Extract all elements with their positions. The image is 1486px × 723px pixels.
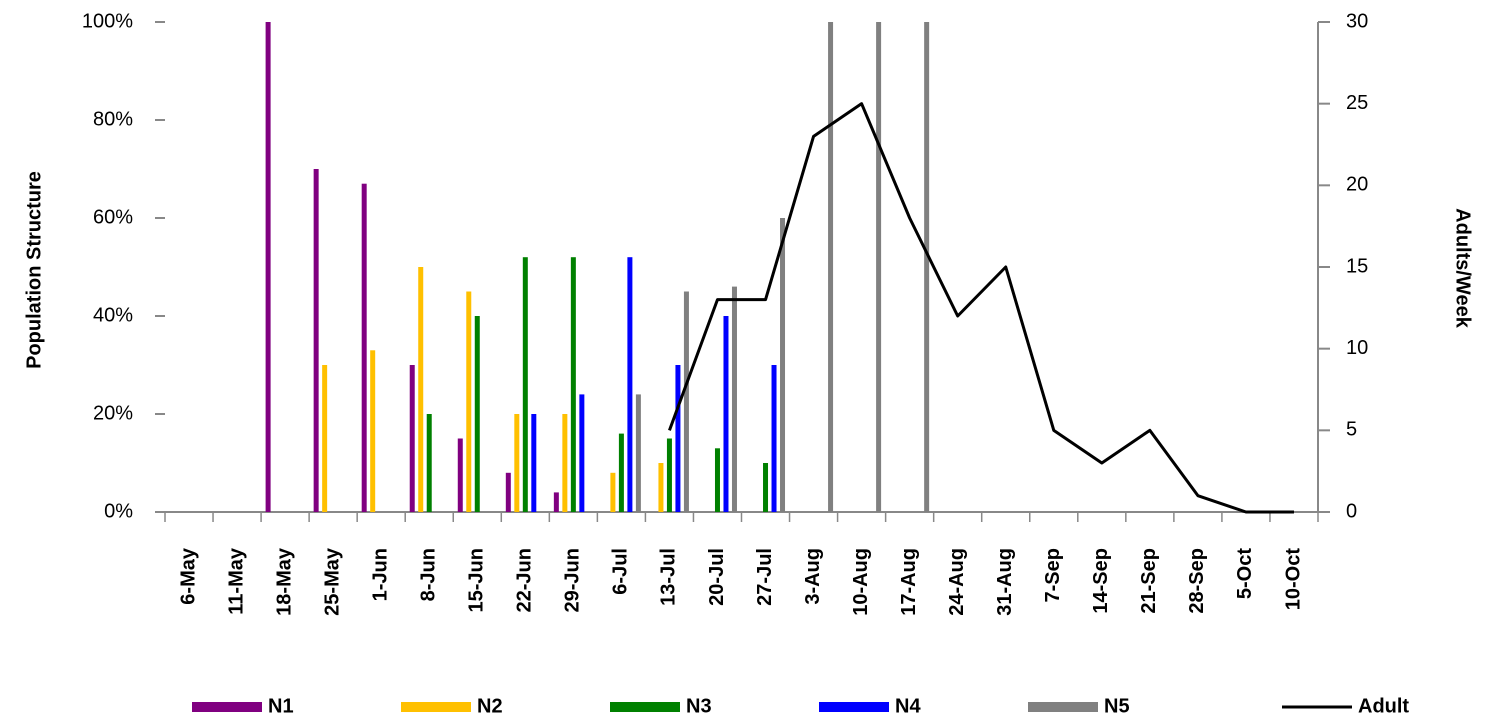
bar — [466, 291, 472, 512]
y-tick-label: 40% — [93, 304, 133, 326]
line — [668, 102, 1294, 514]
bar — [505, 472, 511, 512]
legend-label: N5 — [1104, 695, 1130, 717]
bar — [474, 316, 480, 512]
bar — [579, 394, 585, 512]
bar — [714, 448, 720, 512]
bar — [683, 291, 689, 512]
bar — [666, 438, 672, 512]
x-tick-label: 28-Sep — [1186, 548, 1208, 614]
bar — [570, 257, 576, 512]
bar — [313, 169, 319, 512]
bar — [658, 463, 664, 512]
x-tick-label: 6-May — [177, 547, 199, 605]
y-axis-label: Population Structure — [23, 171, 45, 369]
bar — [627, 257, 633, 512]
legend-swatch — [192, 702, 262, 712]
y2-tick-label: 15 — [1346, 255, 1368, 277]
x-tick-label: 11-May — [225, 547, 247, 615]
y2-tick-label: 20 — [1346, 174, 1368, 196]
x-tick-label: 6-Jul — [610, 548, 632, 595]
bar — [675, 365, 681, 512]
legend-label: N3 — [686, 695, 712, 717]
y-tick-label: 0% — [104, 500, 133, 522]
legend-swatch — [401, 702, 471, 712]
x-tick-label: 17-Aug — [898, 548, 920, 616]
bar — [876, 22, 882, 512]
y-tick-label: 20% — [93, 402, 133, 424]
x-tick-label: 14-Sep — [1090, 548, 1112, 614]
bar — [723, 316, 729, 512]
x-tick-label: 27-Jul — [754, 548, 776, 606]
bar — [370, 350, 376, 512]
x-tick-label: 3-Aug — [802, 548, 824, 605]
x-tick-label: 21-Sep — [1138, 548, 1160, 614]
bar — [531, 414, 537, 512]
x-tick-label: 5-Oct — [1234, 548, 1256, 599]
bar — [322, 365, 328, 512]
bar — [828, 22, 834, 512]
x-tick-label: 7-Sep — [1042, 548, 1064, 602]
x-tick-label: 25-May — [321, 547, 343, 616]
x-tick-label: 10-Aug — [850, 548, 872, 616]
y2-tick-label: 0 — [1346, 500, 1357, 522]
bar — [361, 183, 367, 512]
bar — [635, 394, 641, 512]
x-tick-label: 13-Jul — [658, 548, 680, 606]
legend-label: N4 — [895, 695, 921, 717]
bar — [418, 267, 424, 512]
x-tick-label: 18-May — [273, 547, 295, 616]
bar — [771, 365, 777, 512]
x-tick-label: 29-Jun — [562, 548, 584, 612]
legend-label: N1 — [268, 695, 294, 717]
legend-swatch — [1028, 702, 1098, 712]
legend-swatch — [819, 702, 889, 712]
bar — [553, 492, 559, 512]
x-tick-label: 20-Jul — [706, 548, 728, 606]
x-tick-label: 8-Jun — [418, 548, 440, 601]
bar — [924, 22, 930, 512]
bar — [562, 414, 568, 512]
x-tick-label: 22-Jun — [514, 548, 536, 612]
y2-tick-label: 25 — [1346, 92, 1368, 114]
bar — [522, 257, 528, 512]
y2-tick-label: 30 — [1346, 10, 1368, 32]
x-tick-label: 24-Aug — [946, 548, 968, 616]
legend-label: N2 — [477, 695, 503, 717]
y-tick-label: 100% — [82, 10, 133, 32]
y2-tick-label: 10 — [1346, 337, 1368, 359]
x-tick-label: 15-Jun — [466, 548, 488, 612]
bar — [409, 365, 415, 512]
y-tick-label: 60% — [93, 206, 133, 228]
bar — [763, 463, 769, 512]
bar — [731, 286, 737, 512]
bar — [618, 433, 624, 512]
bar — [514, 414, 520, 512]
x-tick-label: 1-Jun — [369, 548, 391, 601]
bar — [265, 22, 271, 512]
x-tick-label: 31-Aug — [994, 548, 1016, 616]
y2-tick-label: 5 — [1346, 419, 1357, 441]
legend-swatch — [610, 702, 680, 712]
bar — [780, 218, 786, 512]
bar — [610, 472, 616, 512]
y2-axis-label: Adults/Week — [1452, 208, 1474, 329]
x-tick-label: 10-Oct — [1282, 548, 1304, 611]
legend-label: Adult — [1358, 695, 1409, 717]
bar — [426, 414, 432, 512]
y-tick-label: 80% — [93, 108, 133, 130]
bar — [457, 438, 463, 512]
